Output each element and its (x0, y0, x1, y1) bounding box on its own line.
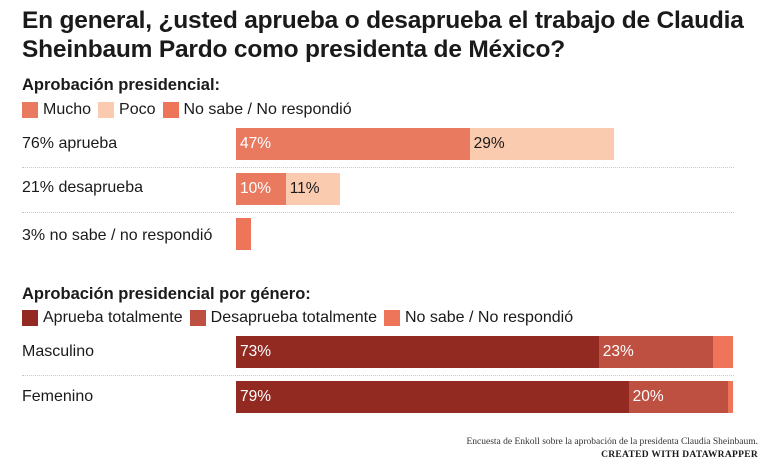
row-label-masculino: Masculino (22, 343, 95, 360)
row-label-femenino: Femenino (22, 388, 94, 405)
legend-gender: Aprueba totalmente Desaprueba totalmente N… (22, 309, 580, 327)
bar-value-label: 73% (240, 343, 272, 360)
row-label-no-sabe: 3% no sabe / no respondió (22, 227, 213, 244)
bar-segment: 29% (469, 128, 614, 160)
legend-swatch (189, 310, 206, 326)
legend-label: Aprueba totalmente (43, 309, 183, 326)
legend-swatch (162, 102, 179, 118)
legend-item: No sabe / No respondió (162, 101, 352, 119)
legend-label: Mucho (43, 101, 92, 118)
credit-note: CREATED WITH DATAWRAPPER (601, 450, 758, 460)
legend-label: Poco (119, 101, 156, 118)
bar-segment (236, 218, 251, 250)
bar-value-label: 47% (240, 135, 272, 152)
bar-value-label: 20% (632, 388, 664, 405)
bar-segment: 23% (598, 336, 714, 368)
bar-segment: 73% (236, 336, 599, 368)
legend-swatch (383, 310, 400, 326)
legend-approval: Mucho Poco No sabe / No respondió (22, 101, 359, 119)
bar-value-label: 29% (473, 135, 505, 152)
bar-segment: 20% (628, 381, 729, 413)
legend-item: Mucho (22, 101, 91, 119)
bar-segment: 11% (285, 173, 341, 205)
row-divider (22, 167, 734, 168)
bar-segment (713, 336, 733, 368)
legend-item: Desaprueba totalmente (189, 309, 377, 327)
legend-swatch (22, 102, 38, 118)
bar-segment: 10% (236, 173, 286, 205)
bar-segment (728, 381, 733, 413)
bar-value-label: 10% (240, 180, 272, 197)
row-label-aprueba: 76% aprueba (22, 135, 118, 152)
legend-swatch (22, 310, 38, 326)
legend-swatch (98, 102, 115, 118)
bar-value-label: 23% (602, 343, 634, 360)
row-divider (22, 375, 734, 376)
chart-title: En general, ¿usted aprueba o desaprueba … (22, 7, 744, 63)
legend-item: Poco (98, 101, 156, 119)
row-label-desaprueba: 21% desaprueba (22, 179, 143, 196)
bar-segment: 47% (236, 128, 470, 160)
bar-value-label: 11% (289, 180, 320, 197)
row-divider (22, 212, 734, 213)
source-note: Encuesta de Enkoll sobre la aprobación d… (466, 437, 758, 447)
legend-label: No sabe / No respondió (183, 101, 352, 118)
legend-item: Aprueba totalmente (22, 309, 183, 327)
section-title-gender: Aprobación presidencial por género: (22, 285, 311, 303)
bar-segment: 79% (236, 381, 629, 413)
legend-label: No sabe / No respondió (404, 309, 574, 326)
legend-label: Desaprueba totalmente (210, 309, 377, 326)
bar-value-label: 79% (240, 388, 272, 405)
section-title-approval: Aprobación presidencial: (22, 76, 221, 94)
legend-item: No sabe / No respondió (383, 309, 574, 327)
